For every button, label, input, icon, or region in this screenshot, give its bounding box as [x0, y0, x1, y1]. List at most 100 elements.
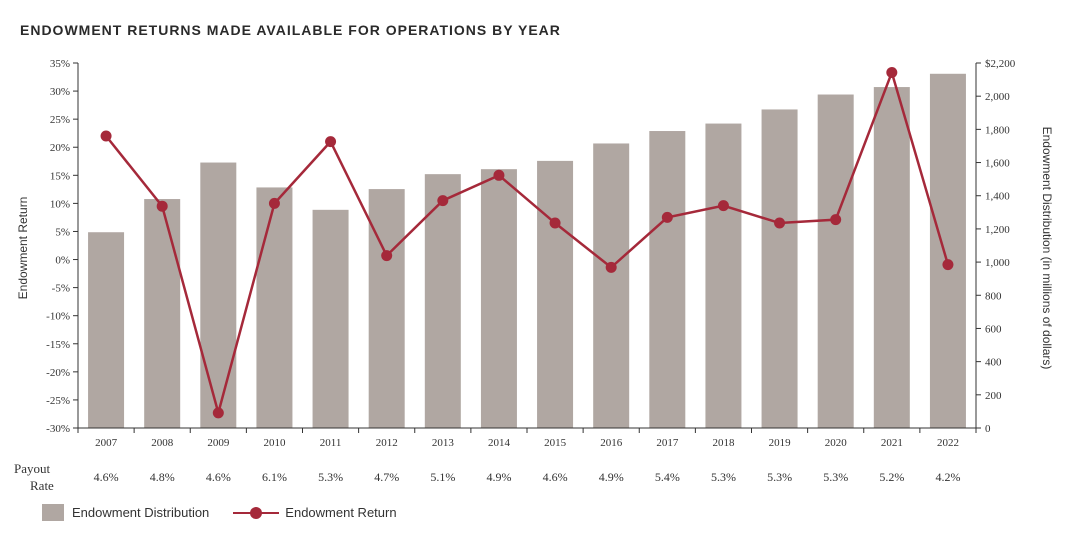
return-point-2017: [661, 211, 673, 223]
x-tick-label-2015: 2015: [544, 437, 567, 449]
x-tick-label-2021: 2021: [881, 437, 903, 449]
y-right-tick-label: 400: [985, 357, 1002, 369]
y-left-tick-label: -30%: [46, 423, 70, 435]
payout-value-2019: 5.3%: [767, 470, 793, 484]
y-right-tick-label: 0: [985, 423, 991, 435]
return-point-2016: [605, 261, 617, 273]
x-tick-label-2016: 2016: [600, 437, 623, 449]
return-point-2019: [774, 217, 786, 229]
bar-2020: [817, 94, 854, 428]
y-right-tick-label: 1,200: [985, 224, 1010, 236]
return-point-2011: [325, 136, 337, 148]
y-left-tick-label: -20%: [46, 367, 70, 379]
legend-line-label: Endowment Return: [285, 505, 397, 520]
bar-2007: [88, 232, 125, 428]
bar-2022: [929, 73, 966, 428]
payout-value-2011: 5.3%: [318, 470, 344, 484]
x-tick-label-2020: 2020: [825, 437, 848, 449]
x-tick-label-2007: 2007: [95, 437, 118, 449]
bar-2016: [593, 143, 630, 428]
x-tick-label-2013: 2013: [432, 437, 455, 449]
payout-value-2008: 4.8%: [149, 470, 175, 484]
y-left-tick-label: 0%: [55, 255, 70, 267]
y-right-axis-label: Endowment Distribution (in millions of d…: [1040, 127, 1054, 370]
return-point-2010: [268, 197, 280, 209]
y-left-tick-label: -15%: [46, 339, 70, 351]
x-tick-label-2008: 2008: [151, 437, 174, 449]
line-group: [100, 67, 954, 419]
return-point-2021: [886, 67, 898, 79]
payout-label-line1: Payout: [14, 461, 51, 476]
return-point-2014: [493, 169, 505, 181]
bar-2010: [256, 187, 293, 428]
x-tick-label-2009: 2009: [207, 437, 230, 449]
y-left-tick-label: 5%: [55, 226, 70, 238]
y-right-tick-label: 2,000: [985, 91, 1010, 103]
y-right-tick-label: 1,000: [985, 257, 1010, 269]
chart-title: ENDOWMENT RETURNS MADE AVAILABLE FOR OPE…: [20, 22, 561, 38]
payout-value-2014: 4.9%: [486, 470, 512, 484]
bar-2015: [537, 160, 574, 429]
y-right-tick-label: 1,600: [985, 158, 1010, 170]
bar-2014: [480, 169, 517, 428]
payout-value-2015: 4.6%: [542, 470, 568, 484]
bar-2009: [200, 162, 237, 428]
y-right-tick-label: 1,400: [985, 191, 1010, 203]
return-point-2018: [717, 200, 729, 212]
bar-2013: [424, 174, 461, 428]
payout-rate-label: Payout Rate: [14, 460, 54, 494]
payout-value-2017: 5.4%: [654, 470, 680, 484]
y-left-tick-label: 35%: [50, 58, 70, 70]
x-tick-label-2011: 2011: [320, 437, 342, 449]
payout-value-2022: 4.2%: [935, 470, 961, 484]
y-left-tick-label: -5%: [52, 283, 70, 295]
return-point-2009: [212, 407, 224, 419]
return-point-2020: [830, 214, 842, 226]
return-point-2013: [437, 195, 449, 207]
bar-2018: [705, 123, 742, 428]
y-right-tick-label: 200: [985, 390, 1002, 402]
payout-value-2018: 5.3%: [710, 470, 736, 484]
bar-2019: [761, 109, 798, 429]
payout-value-2021: 5.2%: [879, 470, 905, 484]
bar-2012: [368, 189, 405, 428]
return-point-2022: [942, 259, 954, 271]
payout-value-2020: 5.3%: [823, 470, 849, 484]
legend: Endowment Distribution Endowment Return: [42, 504, 397, 521]
legend-line-swatch: [233, 504, 280, 521]
legend-bar-swatch: [42, 504, 64, 521]
bars-group: [88, 73, 966, 429]
y-left-tick-label: 25%: [50, 114, 70, 126]
y-left-tick-label: -25%: [46, 395, 70, 407]
return-point-2007: [100, 130, 112, 142]
legend-bar-label: Endowment Distribution: [72, 505, 210, 520]
y-left-tick-label: 15%: [50, 170, 70, 182]
x-tick-label-2022: 2022: [937, 437, 959, 449]
payout-value-2012: 4.7%: [374, 470, 400, 484]
x-tick-label-2010: 2010: [263, 437, 286, 449]
bar-2011: [312, 209, 349, 428]
y-right-tick-label: $2,200: [985, 58, 1016, 70]
x-tick-label-2012: 2012: [376, 437, 398, 449]
axes-group: 35% 30% 25% 20% 15% 10% 5% 0% -5% -10% -15% -20% -25…: [46, 58, 1016, 449]
y-right-tick-label: 1,800: [985, 124, 1010, 136]
y-right-tick-label: 800: [985, 290, 1002, 302]
x-tick-label-2019: 2019: [769, 437, 792, 449]
x-tick-label-2017: 2017: [656, 437, 679, 449]
return-point-2012: [381, 250, 393, 262]
y-left-axis-label: Endowment Return: [16, 197, 30, 300]
payout-label-line2: Rate: [30, 478, 54, 493]
bar-2021: [873, 87, 910, 428]
payout-value-2013: 5.1%: [430, 470, 456, 484]
y-left-tick-label: 20%: [50, 142, 70, 154]
y-right-tick-label: 600: [985, 323, 1002, 335]
bar-2017: [649, 131, 686, 429]
y-left-tick-label: 30%: [50, 86, 70, 98]
y-left-tick-label: 10%: [50, 198, 70, 210]
x-tick-label-2014: 2014: [488, 437, 511, 449]
return-point-2015: [549, 217, 561, 229]
payout-value-2007: 4.6%: [93, 470, 119, 484]
return-point-2008: [156, 200, 168, 212]
bar-2008: [144, 199, 181, 428]
payout-value-2009: 4.6%: [205, 470, 231, 484]
